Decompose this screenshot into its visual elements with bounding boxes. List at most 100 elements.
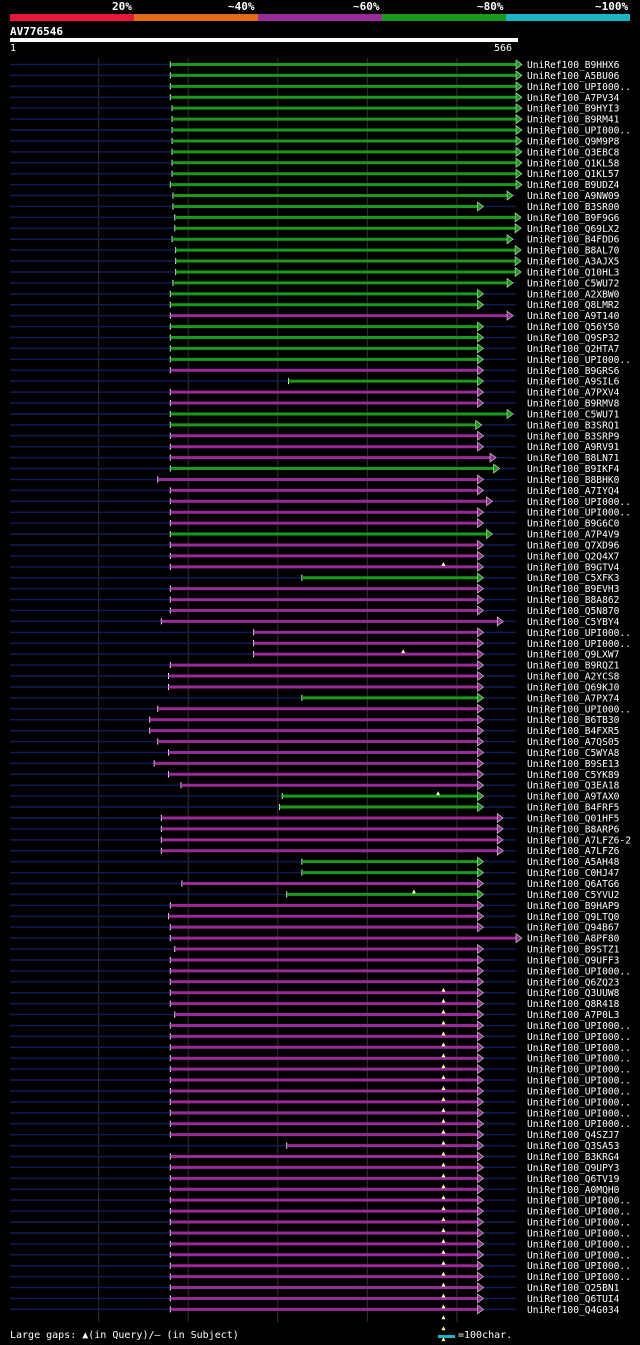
hit-arrow (477, 1162, 484, 1173)
hit-name: UniRef100_UPI000.. (527, 1239, 631, 1250)
hit-arrow (477, 670, 484, 682)
hit-name: UniRef100_B9RMV8 (527, 399, 620, 410)
hit-name: UniRef100_Q3UUW8 (527, 988, 620, 999)
hit-name: UniRef100_B9RM41 (527, 115, 620, 126)
hit-arrow (477, 1304, 484, 1315)
query-end-label: 566 (494, 43, 513, 54)
hit-arrow (477, 659, 484, 671)
hit-name: UniRef100_Q5N870 (527, 606, 620, 617)
identity-legend-bar (10, 14, 630, 21)
hit-arrow (477, 1031, 484, 1042)
hit-arrow (477, 954, 484, 966)
query-gap-marker (441, 1151, 446, 1156)
hit-arrow (477, 856, 484, 867)
hit-name: UniRef100_A7QS05 (527, 737, 619, 748)
hit-name: UniRef100_B9UDZ4 (527, 180, 620, 191)
hit-name: UniRef100_A9TAX0 (527, 792, 620, 803)
hit-name: UniRef100_UPI000.. (527, 1250, 631, 1261)
hit-arrow (477, 780, 484, 791)
query-gap-marker (441, 1075, 446, 1080)
hit-arrow (475, 419, 483, 430)
legend-segment-2 (134, 14, 258, 21)
hit-name: UniRef100_UPI000.. (527, 1086, 631, 1097)
hit-arrow (477, 681, 484, 693)
hit-arrow (477, 1249, 484, 1260)
legend-label-80: ~80% (477, 0, 504, 13)
hit-name: UniRef100_Q25BN1 (527, 1283, 620, 1294)
hit-name: UniRef100_Q4G034 (527, 1305, 620, 1316)
query-gap-marker (411, 889, 416, 894)
hit-name: UniRef100_C5YK89 (527, 770, 620, 781)
hit-name: UniRef100_B6TB30 (527, 715, 620, 726)
hit-arrow (477, 1064, 484, 1075)
hit-name: UniRef100_B8ARP6 (527, 824, 620, 835)
hit-name: UniRef100_Q1KL57 (527, 169, 620, 180)
legend-label-100: ~100% (595, 0, 629, 13)
query-gap-marker (436, 791, 441, 796)
hit-arrow (477, 1260, 484, 1271)
hit-name: UniRef100_B9EVH3 (527, 584, 620, 595)
hit-arrow (477, 430, 484, 441)
hit-name: UniRef100_C5WU72 (527, 278, 619, 289)
hit-name: UniRef100_Q9SP32 (527, 333, 619, 344)
hit-name: UniRef100_Q9LXW7 (527, 650, 620, 661)
hit-name: UniRef100_B3SRP9 (527, 431, 620, 442)
hit-arrow (477, 594, 484, 605)
query-gap-marker (441, 1271, 446, 1276)
hit-name: UniRef100_Q9LTQ0 (527, 912, 620, 923)
hit-name: UniRef100_B3SR00 (527, 202, 620, 213)
query-gap-marker (441, 1238, 446, 1243)
hit-arrow (477, 1184, 484, 1195)
hit-arrow (477, 539, 484, 551)
hit-arrow (477, 354, 484, 365)
hit-arrow (515, 157, 523, 168)
hit-name: UniRef100_Q69LX2 (527, 224, 619, 235)
hit-name: UniRef100_UPI000.. (527, 1119, 631, 1130)
hit-arrow (489, 452, 497, 463)
hit-arrow (477, 1129, 484, 1140)
hit-name: UniRef100_Q9UFF3 (527, 955, 620, 966)
hit-name: UniRef100_UPI000.. (527, 126, 631, 137)
hit-name: UniRef100_A7LFZ6 (527, 846, 620, 857)
hit-arrow (477, 583, 484, 594)
hit-arrow (496, 812, 504, 824)
hit-arrow (515, 59, 523, 70)
query-gap-marker (441, 1184, 446, 1189)
hit-name: UniRef100_Q3SA53 (527, 1141, 620, 1152)
query-gap-marker (441, 1020, 446, 1025)
hit-arrow (496, 616, 504, 627)
hit-arrow (515, 70, 523, 81)
query-name: AV776546 (10, 25, 63, 38)
hit-arrow (477, 365, 484, 376)
hit-name: UniRef100_Q1KL58 (527, 158, 620, 169)
hit-name: UniRef100_UPI000.. (527, 1054, 631, 1065)
hit-name: UniRef100_Q3EBC8 (527, 147, 620, 158)
hit-name: UniRef100_UPI000.. (527, 1065, 631, 1076)
hit-name: UniRef100_UPI000.. (527, 1097, 631, 1108)
hit-name: UniRef100_B9HAP9 (527, 901, 620, 912)
hit-name: UniRef100_UPI000.. (527, 1272, 631, 1283)
query-gap-marker (441, 1260, 446, 1265)
hit-arrow (506, 234, 514, 245)
query-gap-marker (441, 1326, 446, 1331)
hit-arrow (477, 332, 484, 343)
hit-name: UniRef100_B9SE13 (527, 759, 620, 770)
hit-arrow (477, 1140, 484, 1151)
hit-arrow (477, 725, 484, 736)
hit-arrow (477, 714, 484, 725)
hit-name: UniRef100_B9GTV4 (527, 562, 620, 573)
hit-name: UniRef100_A5AH48 (527, 857, 620, 868)
hit-arrow (506, 190, 514, 201)
query-gap-marker (441, 1217, 446, 1222)
hit-arrow (496, 834, 504, 845)
hit-arrow (477, 1205, 484, 1217)
hit-name: UniRef100_A2XBW0 (527, 289, 620, 300)
query-gap-marker (441, 1249, 446, 1254)
hit-arrow (514, 245, 522, 256)
query-gap-marker (401, 649, 406, 654)
hit-arrow (477, 485, 484, 496)
hit-arrow (477, 376, 484, 387)
hit-arrow (515, 146, 523, 157)
hit-name: UniRef100_A9NW09 (527, 191, 620, 202)
